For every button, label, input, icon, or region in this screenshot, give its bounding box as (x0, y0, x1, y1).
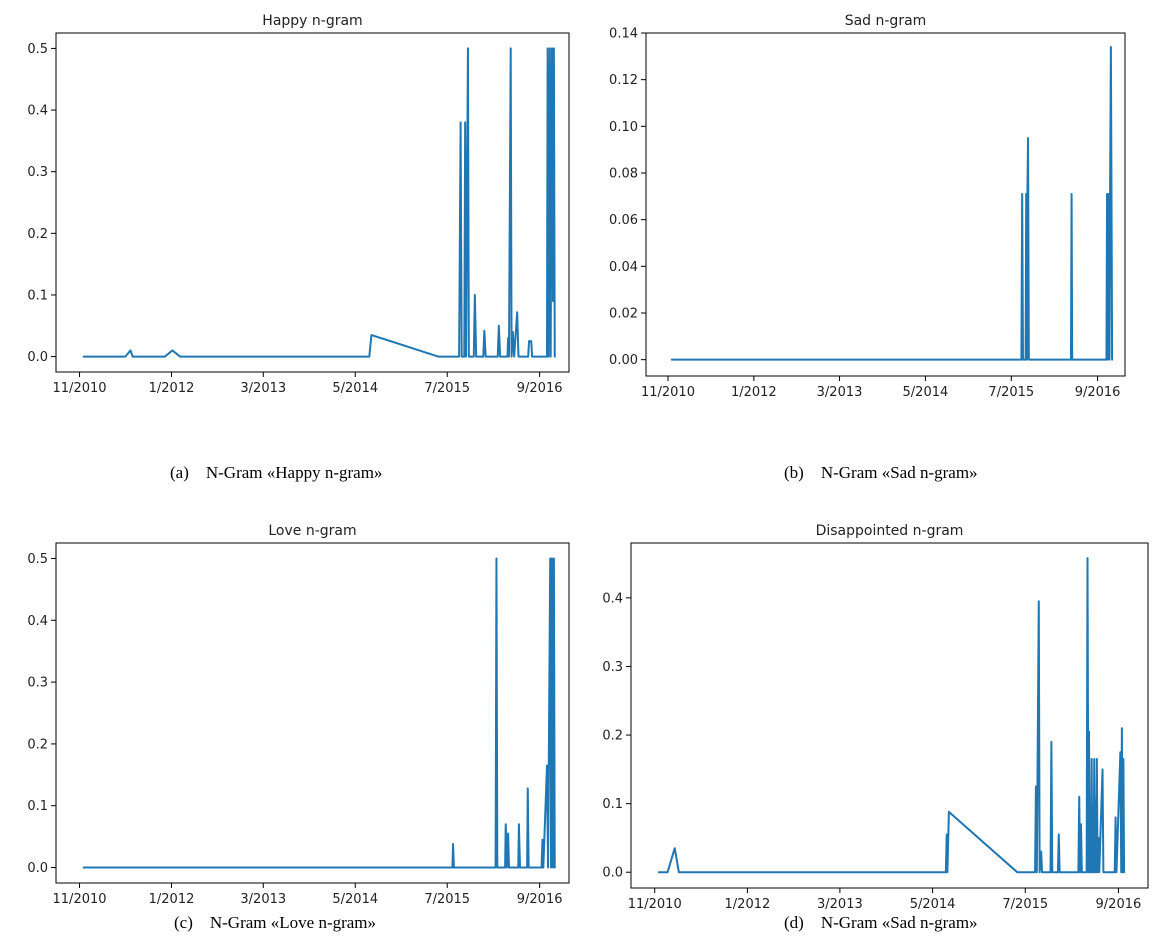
y-tick-label: 0.14 (609, 27, 638, 42)
caption-c: (c) N-Gram «Love n-gram» (174, 913, 377, 932)
y-tick-label: 0.4 (602, 591, 623, 606)
x-tick-label: 9/2016 (1075, 385, 1121, 400)
series-line (657, 557, 1126, 874)
x-tick-label: 9/2016 (517, 892, 563, 907)
y-tick-label: 0.10 (609, 120, 638, 135)
y-tick-label: 0.1 (27, 288, 48, 303)
x-tick-label: 11/2010 (53, 381, 107, 396)
plot-frame (55, 542, 570, 884)
y-tick-label: 0.4 (27, 104, 48, 119)
y-tick-label: 0.04 (609, 260, 638, 275)
caption-d: (d) N-Gram «Sad n-gram» (784, 913, 978, 932)
x-tick-label: 11/2010 (641, 385, 695, 400)
y-tick-label: 0.0 (602, 866, 623, 881)
x-tick-label: 3/2013 (817, 897, 863, 912)
y-tick-label: 0.0 (27, 861, 48, 876)
x-tick-label: 11/2010 (628, 897, 682, 912)
chart-happy: Happy n-gram 0.0 0.1 0.2 0.3 0.4 0.5 11/2010 1/2… (27, 13, 570, 396)
x-tick-label: 5/2014 (910, 897, 956, 912)
x-tick-label: 3/2013 (817, 385, 863, 400)
chart-panel-disappointed: Disappointed n-gram 0.0 0.1 0.2 0.3 0.4 11/201… (578, 510, 1156, 912)
x-tick-label: 5/2014 (332, 381, 378, 396)
y-tick-label: 0.2 (27, 737, 48, 752)
x-tick-label: 5/2014 (332, 892, 378, 907)
y-tick-label: 0.3 (27, 676, 48, 691)
x-tick-label: 1/2012 (149, 892, 195, 907)
chart-title: Sad n-gram (845, 13, 927, 29)
x-tick-label: 9/2016 (1096, 897, 1142, 912)
chart-title: Disappointed n-gram (816, 523, 964, 539)
chart-title: Love n-gram (268, 523, 356, 539)
plot-frame (55, 32, 570, 373)
caption-a: (a) N-Gram «Happy n-gram» (170, 463, 383, 482)
y-tick-label: 0.12 (609, 73, 638, 88)
x-tick-label: 11/2010 (53, 892, 107, 907)
y-tick-label: 0.4 (27, 614, 48, 629)
chart-title: Happy n-gram (262, 13, 362, 29)
x-tick-label: 3/2013 (240, 381, 286, 396)
chart-panel-sad: Sad n-gram 0.00 0.02 0.04 0.06 0.08 0.10 0.12 0.… (578, 0, 1156, 420)
x-tick-label: 5/2014 (903, 385, 949, 400)
chart-panel-happy: Happy n-gram 0.0 0.1 0.2 0.3 0.4 0.5 11/2010 1/2… (0, 0, 578, 400)
y-tick-label: 0.3 (602, 660, 623, 675)
series-line (82, 557, 556, 869)
x-tick-label: 7/2015 (1002, 897, 1048, 912)
y-tick-label: 0.08 (609, 167, 638, 182)
plot-frame (630, 542, 1149, 889)
plot-frame (645, 32, 1126, 377)
x-tick-label: 7/2015 (988, 385, 1034, 400)
chart-panel-love: Love n-gram 0.0 0.1 0.2 0.3 0.4 0.5 11/2010 1/20… (0, 510, 578, 910)
y-tick-label: 0.0 (27, 350, 48, 365)
y-tick-label: 0.2 (27, 227, 48, 242)
x-tick-label: 7/2015 (424, 892, 470, 907)
series-line (670, 46, 1114, 361)
y-tick-label: 0.2 (602, 729, 623, 744)
chart-sad: Sad n-gram 0.00 0.02 0.04 0.06 0.08 0.10 0.12 0.… (609, 13, 1126, 400)
x-tick-label: 1/2012 (731, 385, 777, 400)
y-tick-label: 0.06 (609, 213, 638, 228)
x-tick-label: 1/2012 (149, 381, 195, 396)
caption-b: (b) N-Gram «Sad n-gram» (784, 463, 978, 482)
y-tick-label: 0.3 (27, 165, 48, 180)
y-tick-label: 0.1 (602, 797, 623, 812)
y-tick-label: 0.02 (609, 307, 638, 322)
x-tick-label: 9/2016 (517, 381, 563, 396)
y-tick-label: 0.1 (27, 799, 48, 814)
y-tick-label: 0.5 (27, 42, 48, 57)
y-tick-label: 0.5 (27, 552, 48, 567)
x-tick-label: 7/2015 (424, 381, 470, 396)
y-tick-label: 0.00 (609, 353, 638, 368)
x-tick-label: 3/2013 (240, 892, 286, 907)
x-tick-label: 1/2012 (725, 897, 771, 912)
chart-disappointed: Disappointed n-gram 0.0 0.1 0.2 0.3 0.4 11/201… (602, 523, 1149, 912)
series-line (82, 47, 556, 358)
chart-love: Love n-gram 0.0 0.1 0.2 0.3 0.4 0.5 11/2010 1/20… (27, 523, 570, 907)
